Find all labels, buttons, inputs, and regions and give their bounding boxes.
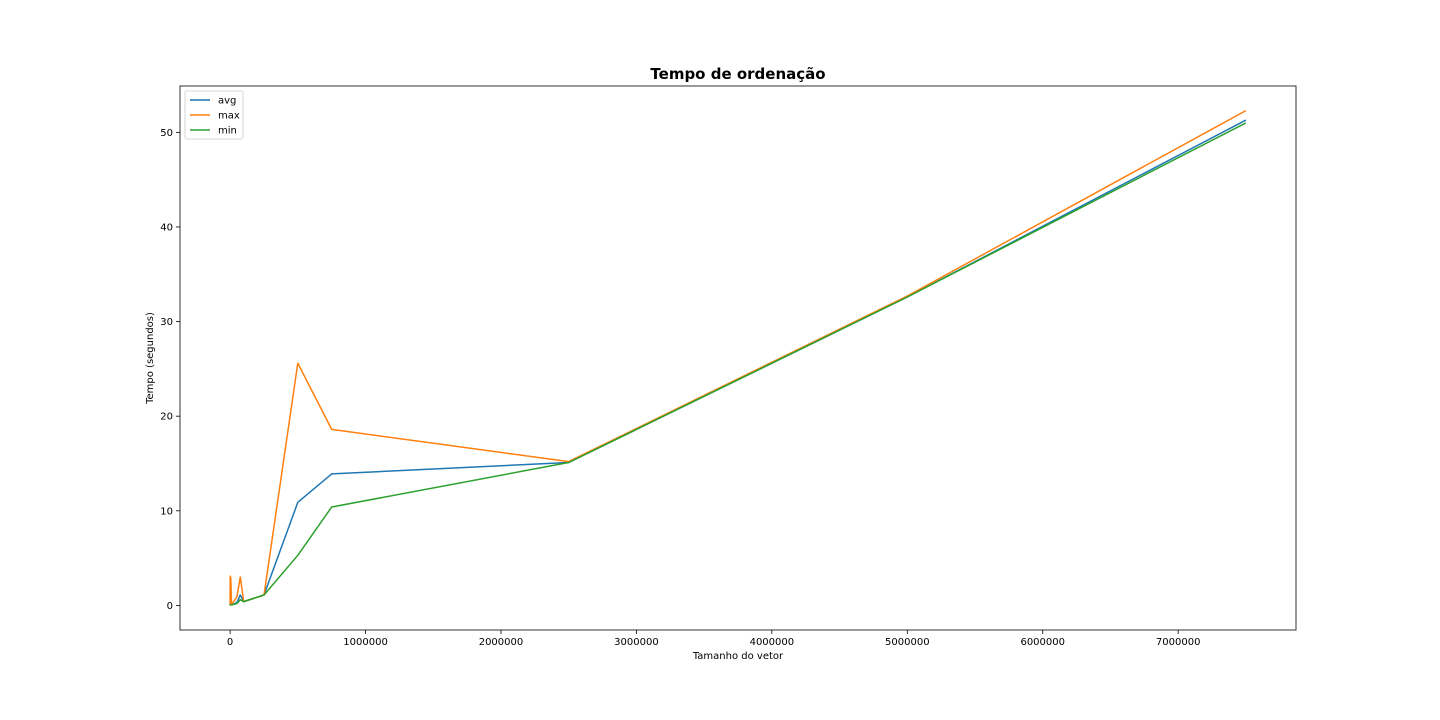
y-tick-label: 20 <box>160 412 173 423</box>
series-layer <box>229 109 1247 606</box>
x-tick-label: 2000000 <box>479 637 524 648</box>
x-tick-label: 0 <box>227 637 233 648</box>
ticks-layer: 0 1000000 2000000 3000000 4000000 5000000 6000… <box>160 128 1200 648</box>
y-tick-label: 30 <box>160 317 173 328</box>
axes-layer <box>179 85 1297 631</box>
y-tick-label: 50 <box>160 128 173 139</box>
chart-title: Tempo de ordenação <box>650 65 825 83</box>
legend-label-max: max <box>218 111 240 122</box>
x-tick-label: 1000000 <box>343 637 388 648</box>
legend: avg max min <box>184 90 244 140</box>
legend-label-avg: avg <box>218 96 236 107</box>
y-tick-label: 10 <box>160 506 173 517</box>
plot-frame <box>179 85 1297 631</box>
y-axis-label: Tempo (segundos) <box>145 312 156 405</box>
series-line-min <box>229 122 1247 606</box>
series-line-avg <box>229 119 1247 606</box>
legend-label-min: min <box>218 126 237 137</box>
y-tick-label: 40 <box>160 222 173 233</box>
x-tick-label: 4000000 <box>750 637 795 648</box>
x-axis-label: Tamanho do vetor <box>692 651 784 662</box>
x-tick-label: 7000000 <box>1156 637 1201 648</box>
x-tick-label: 6000000 <box>1020 637 1065 648</box>
y-tick-label: 0 <box>167 601 173 612</box>
legend-box <box>184 90 244 140</box>
x-tick-label: 3000000 <box>614 637 659 648</box>
x-tick-label: 5000000 <box>885 637 930 648</box>
series-line-max <box>229 109 1247 606</box>
